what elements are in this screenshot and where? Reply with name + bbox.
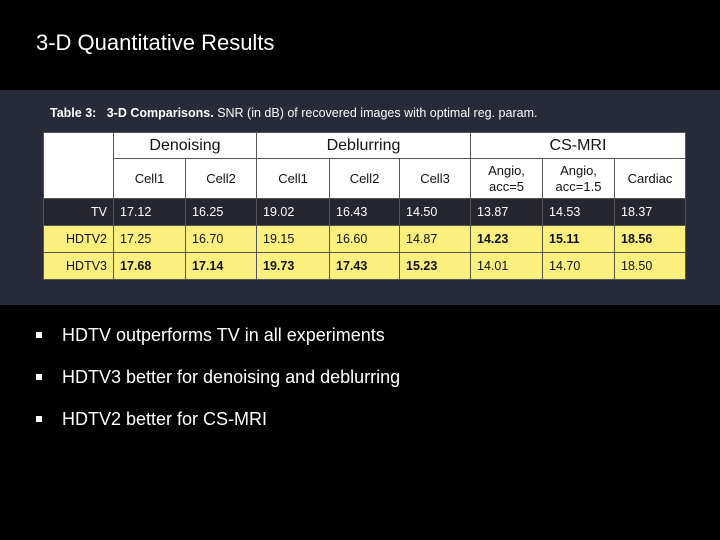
bullet-item: HDTV3 better for denoising and deblurrin…	[36, 364, 400, 406]
table-cell: 16.70	[185, 225, 257, 253]
table-cell: 16.25	[185, 198, 257, 226]
group-header-denoising: Denoising	[113, 132, 257, 159]
bullet-text: HDTV3 better for denoising and deblurrin…	[62, 367, 401, 387]
table-cell: 18.56	[614, 225, 686, 253]
column-header: Cell3	[399, 158, 471, 199]
bullet-text: HDTV outperforms TV in all experiments	[62, 325, 385, 345]
bullet-square-icon	[36, 332, 42, 338]
column-header: Angio, acc=5	[470, 158, 543, 199]
table-cell: 17.43	[329, 252, 400, 280]
results-table: Denoising Deblurring CS-MRI Cell1 Cell2 …	[43, 132, 686, 280]
table-cell: 13.87	[470, 198, 543, 226]
bullet-item: HDTV2 better for CS-MRI	[36, 406, 400, 448]
caption-label: Table 3:	[50, 106, 97, 120]
table-cell: 14.50	[399, 198, 471, 226]
column-header: Angio, acc=1.5	[542, 158, 615, 199]
table-cell: 18.37	[614, 198, 686, 226]
table-cell: 17.14	[185, 252, 257, 280]
table-cell: 19.15	[256, 225, 330, 253]
row-label: HDTV2	[43, 225, 114, 253]
bullet-list: HDTV outperforms TV in all experiments H…	[36, 322, 400, 448]
bullet-text: HDTV2 better for CS-MRI	[62, 409, 268, 429]
table-cell: 17.12	[113, 198, 186, 226]
table-cell: 14.23	[470, 225, 543, 253]
corner-cell	[43, 132, 114, 199]
table-cell: 19.02	[256, 198, 330, 226]
slide-title: 3-D Quantitative Results	[36, 30, 275, 55]
table-caption: Table 3: 3-D Comparisons. SNR (in dB) of…	[50, 106, 537, 120]
column-header: Cardiac	[614, 158, 686, 199]
group-header-cs-mri: CS-MRI	[470, 132, 686, 159]
table-cell: 15.11	[542, 225, 615, 253]
table-cell: 14.70	[542, 252, 615, 280]
table-cell: 19.73	[256, 252, 330, 280]
table-cell: 14.01	[470, 252, 543, 280]
table-cell: 17.25	[113, 225, 186, 253]
group-header-deblurring: Deblurring	[256, 132, 471, 159]
table-row-tv: TV 17.12 16.25 19.02 16.43 14.50 13.87 1…	[43, 198, 686, 226]
caption-text: SNR (in dB) of recovered images with opt…	[217, 106, 538, 120]
bullet-square-icon	[36, 374, 42, 380]
row-label: TV	[43, 198, 114, 226]
row-label: HDTV3	[43, 252, 114, 280]
bullet-item: HDTV outperforms TV in all experiments	[36, 322, 400, 364]
table-cell: 17.68	[113, 252, 186, 280]
table-cell: 18.50	[614, 252, 686, 280]
table-cell: 16.60	[329, 225, 400, 253]
table-cell: 16.43	[329, 198, 400, 226]
table-cell: 14.53	[542, 198, 615, 226]
table-cell: 15.23	[399, 252, 471, 280]
table-row-hdtv3: HDTV3 17.68 17.14 19.73 17.43 15.23 14.0…	[43, 252, 686, 280]
table-row-hdtv2: HDTV2 17.25 16.70 19.15 16.60 14.87 14.2…	[43, 225, 686, 253]
column-header: Cell1	[256, 158, 330, 199]
column-header: Cell2	[185, 158, 257, 199]
column-header: Cell2	[329, 158, 400, 199]
caption-heading: 3-D Comparisons.	[106, 106, 214, 120]
bullet-square-icon	[36, 416, 42, 422]
column-header: Cell1	[113, 158, 186, 199]
table-cell: 14.87	[399, 225, 471, 253]
